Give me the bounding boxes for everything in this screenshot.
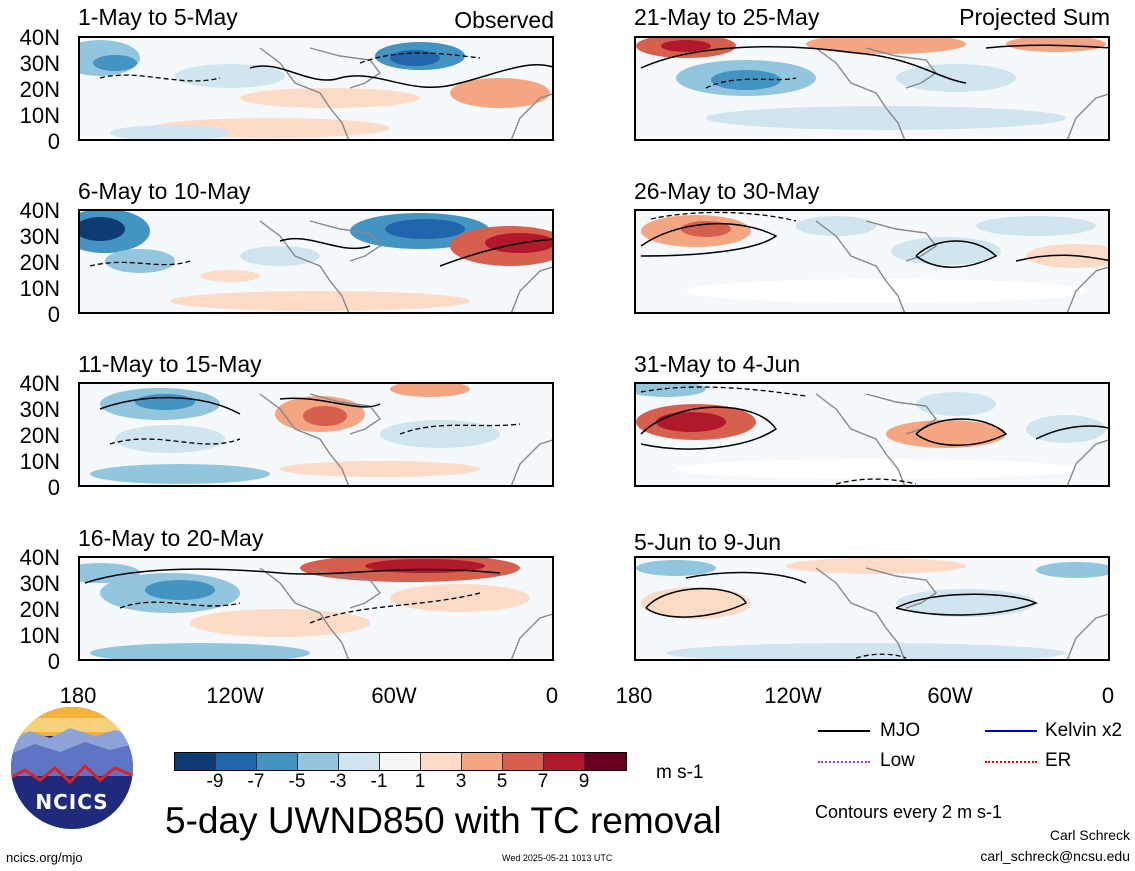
map-panel-proj-2 [634, 209, 1110, 314]
lat-label: 0 [47, 649, 60, 674]
author-name: Carl Schreck [1049, 827, 1130, 843]
lon-label: 60W [927, 683, 973, 708]
legend-line-er [985, 761, 1037, 763]
lat-label: 10N [19, 449, 60, 474]
lon-label: 0 [1101, 683, 1115, 708]
colorbar-label: -1 [370, 771, 388, 792]
panel-title-obs-2: 6-May to 10-May [78, 178, 251, 204]
lon-label: 180 [59, 683, 97, 708]
legend-label-mjo: MJO [880, 720, 921, 741]
colorbar-label: -5 [288, 771, 306, 792]
lat-label: 10N [19, 623, 60, 648]
legend-label-er: ER [1045, 750, 1072, 771]
colorbar-swatch [175, 753, 216, 770]
map-panel-proj-3 [634, 382, 1110, 487]
lon-label: 60W [371, 683, 417, 708]
lat-label: 30N [19, 51, 60, 76]
colorbar-swatch [421, 753, 462, 770]
lat-label: 30N [19, 397, 60, 422]
colorbar-swatch [462, 753, 503, 770]
author-email[interactable]: carl_schreck@ncsu.edu [980, 848, 1130, 864]
figure-title: 5-day UWND850 with TC removal [165, 800, 722, 841]
panel-title-proj-4: 5-Jun to 9-Jun [634, 529, 782, 555]
colorbar-swatch [298, 753, 339, 770]
legend-line-low [818, 761, 870, 763]
colorbar-swatch [544, 753, 585, 770]
legend-line-mjo [818, 730, 870, 732]
map-panel-obs-4 [78, 556, 554, 661]
colorbar-swatch [339, 753, 380, 770]
ncics-logo: NCICS [10, 706, 134, 830]
colorbar-label: 3 [455, 771, 467, 792]
map-panel-obs-1 [78, 36, 554, 141]
panel-title-proj-3: 31-May to 4-Jun [634, 351, 801, 377]
colorbar-swatch [503, 753, 544, 770]
lat-label: 0 [47, 129, 60, 154]
lat-label: 40N [19, 25, 60, 50]
colorbar-swatch [257, 753, 298, 770]
website-link[interactable]: ncics.org/mjo [6, 850, 83, 865]
lat-label: 40N [19, 371, 60, 396]
lat-label: 20N [19, 597, 60, 622]
colorbar-label: -9 [206, 771, 224, 792]
legend-label-low: Low [880, 750, 915, 771]
lat-label: 30N [19, 571, 60, 596]
lon-label: 120W [764, 683, 822, 708]
panel-title-obs-3: 11-May to 15-May [78, 351, 262, 377]
colorbar-swatch [380, 753, 421, 770]
lon-label: 0 [545, 683, 559, 708]
lat-label: 0 [47, 475, 60, 500]
colorbar-label: 1 [414, 771, 426, 792]
legend-label-kelvin: Kelvin x2 [1045, 720, 1123, 741]
panel-title-obs-1: 1-May to 5-May [78, 4, 238, 30]
map-panel-proj-1 [634, 36, 1110, 141]
projected-sum-label: Projected Sum [959, 4, 1110, 30]
contour-note: Contours every 2 m s-1 [815, 802, 1003, 822]
lat-label: 30N [19, 224, 60, 249]
colorbar-swatch [216, 753, 257, 770]
timestamp: Wed 2025-05-21 1013 UTC [502, 853, 613, 863]
lat-label: 0 [47, 302, 60, 327]
lat-label: 40N [19, 198, 60, 223]
colorbar-label: -7 [247, 771, 265, 792]
lat-label: 20N [19, 423, 60, 448]
lat-label: 20N [19, 77, 60, 102]
lat-label: 40N [19, 545, 60, 570]
panel-title-obs-4: 16-May to 20-May [78, 525, 264, 551]
colorbar-label: -3 [329, 771, 347, 792]
map-panel-obs-2 [78, 209, 554, 314]
lon-label: 180 [615, 683, 653, 708]
logo-text: NCICS [35, 790, 109, 814]
observed-label: Observed [454, 7, 554, 33]
units-label: m s-1 [656, 762, 704, 783]
map-panel-obs-3 [78, 382, 554, 487]
colorbar-label: 7 [537, 771, 549, 792]
colorbar-label: 9 [578, 771, 590, 792]
colorbar-swatch [585, 753, 626, 770]
colorbar-label: 5 [496, 771, 508, 792]
panel-title-proj-1: 21-May to 25-May [634, 4, 820, 30]
panel-title-proj-2: 26-May to 30-May [634, 178, 820, 204]
lat-label: 20N [19, 250, 60, 275]
lat-label: 10N [19, 103, 60, 128]
map-panel-proj-4 [634, 556, 1110, 661]
colorbar [174, 752, 627, 771]
lat-label: 10N [19, 276, 60, 301]
lon-label: 120W [206, 683, 264, 708]
legend-line-kelvin [985, 730, 1037, 732]
